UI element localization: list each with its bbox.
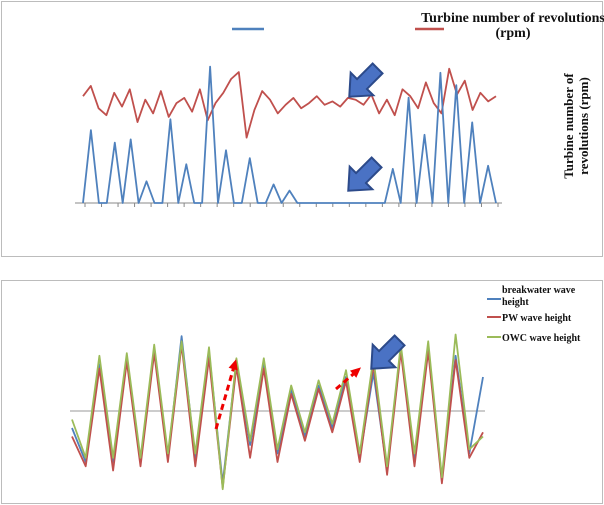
legend-label-2: OWC wave height — [502, 333, 581, 344]
torque-highlight-arrow — [347, 156, 383, 192]
red-arrow-1-head — [228, 359, 238, 371]
y2-axis-label-line1: Turbine number of — [561, 73, 576, 179]
wave-highlight-arrow — [370, 334, 406, 370]
turbine-chart-panel: Turbine number ofrevolutions (rpm) Turbin… — [1, 1, 604, 257]
torque-series-line — [82, 65, 497, 204]
turbine-chart: Turbine number ofrevolutions (rpm)Turbin… — [75, 11, 604, 207]
legend-label-rpm-line2: (rpm) — [496, 26, 531, 41]
red-arrow-2-head — [350, 367, 361, 378]
wave-chart: breakwater wave height PW wave height OWC w… — [70, 285, 581, 491]
wave-highlight-arrow-shape — [370, 334, 406, 370]
legend-label-0-line2: height — [502, 297, 529, 308]
y2-axis-label: Turbine number ofrevolutions (rpm) — [561, 73, 591, 179]
wave-series-line-2 — [71, 333, 484, 491]
red-arrow-1-line — [214, 362, 237, 430]
legend-label-0-line1: breakwater wave — [502, 285, 576, 296]
legend-label-rpm: Turbine number of revolutions (rpm) — [421, 11, 604, 41]
torque-highlight-arrow-shape — [347, 156, 383, 192]
legend-label-0: breakwater wave height — [502, 285, 576, 308]
rpm-highlight-arrow-shape — [348, 62, 384, 98]
wave-series-line-1 — [71, 343, 484, 489]
y2-axis-label-line2: revolutions (rpm) — [576, 77, 591, 175]
wave-chart-panel: breakwater wave height PW wave height OWC w… — [1, 280, 603, 504]
rpm-series-line — [82, 67, 497, 139]
legend-label-rpm-line1: Turbine number of revolutions — [421, 11, 604, 26]
rpm-highlight-arrow — [348, 62, 384, 98]
legend-label-1: PW wave height — [502, 313, 572, 324]
